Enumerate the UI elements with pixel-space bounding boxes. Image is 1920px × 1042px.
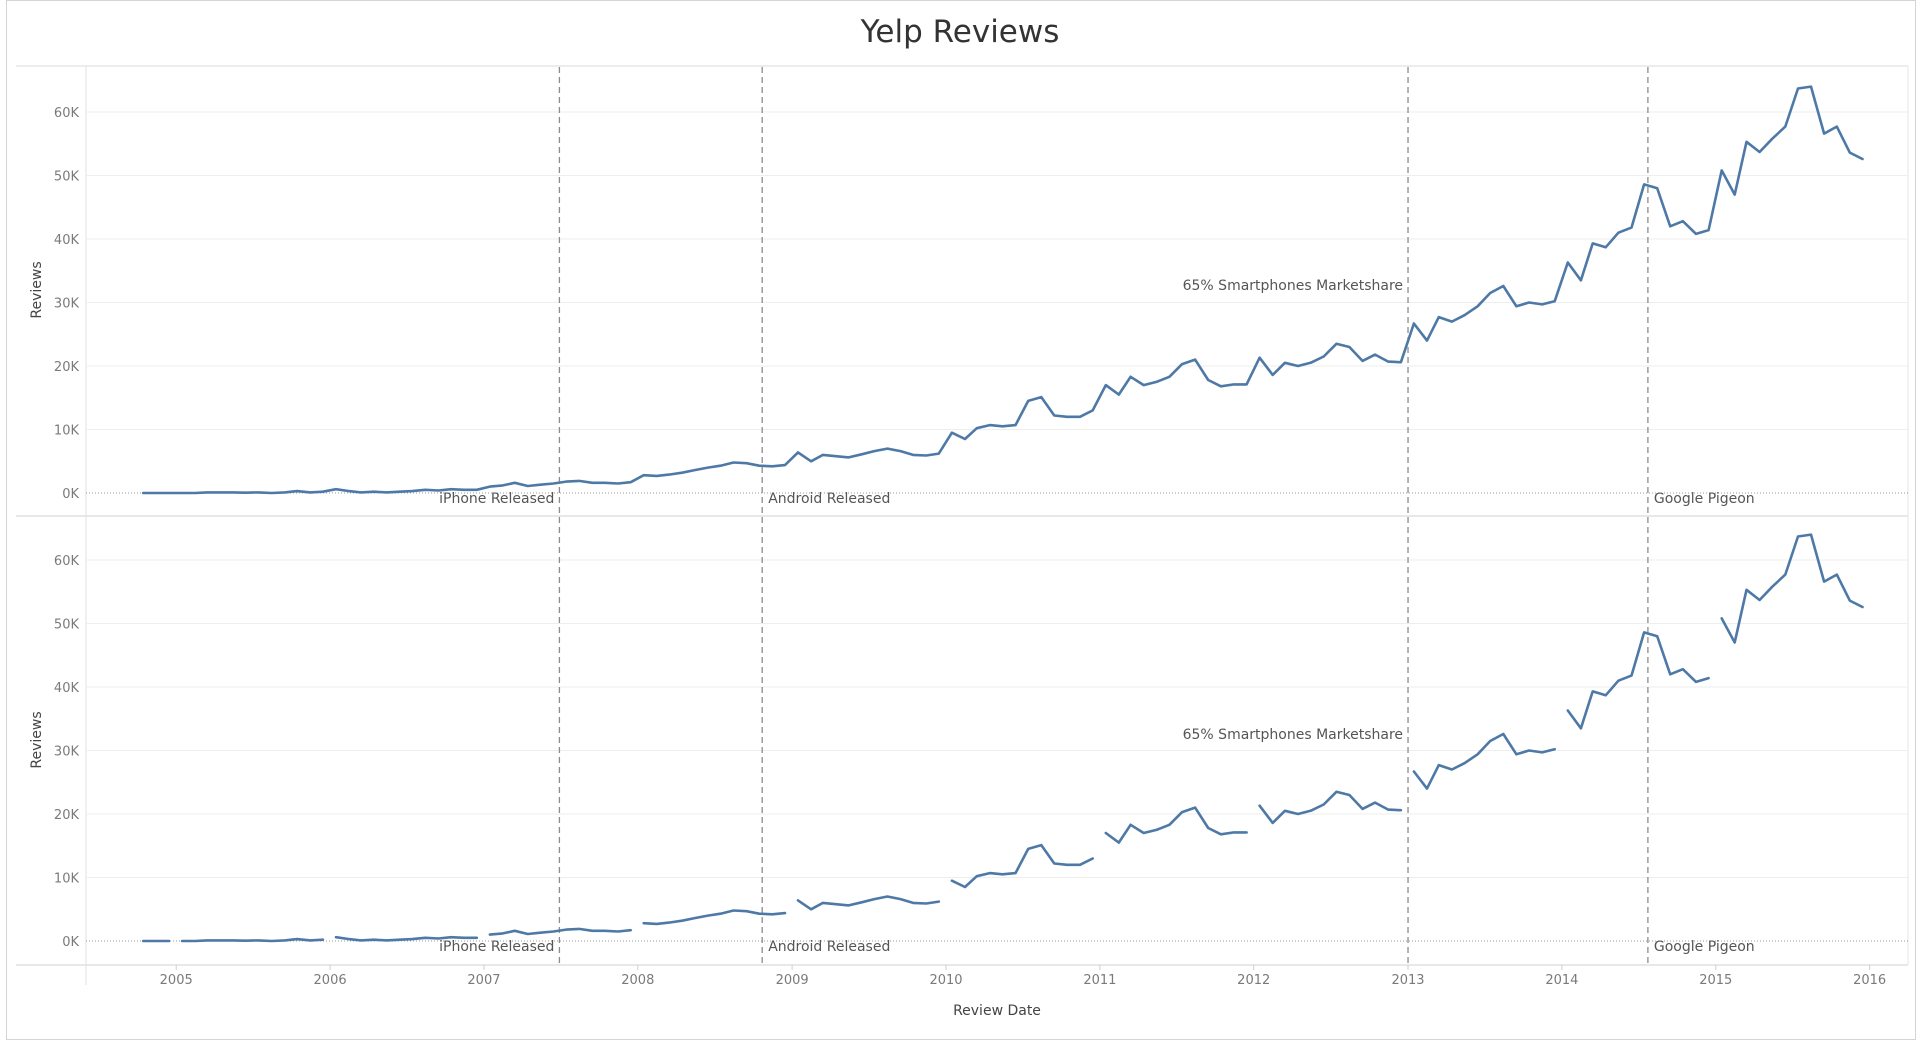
series-bottom-panel: [142, 533, 1864, 943]
series-line: [180, 937, 325, 943]
series-line: [1258, 790, 1403, 825]
series-line: [796, 895, 941, 911]
series-line: [1720, 533, 1864, 644]
x-axis: 2005 2006 2007 2008 2009 2010 2011 2012 2013 2014…: [160, 965, 1886, 988]
reference-label: Google Pigeon: [1654, 939, 1755, 955]
y-axis-label-bottom: Reviews: [29, 711, 45, 768]
series-line: [334, 935, 479, 942]
x-tick-label: 2012: [1237, 973, 1270, 988]
y-tick-label: 20K: [54, 808, 80, 823]
x-tick-label: 2005: [160, 973, 193, 988]
x-tick-label: 2013: [1391, 973, 1424, 988]
y-tick-label: 50K: [54, 618, 80, 633]
y-axis-bottom: 0K 10K 20K 30K 40K 50K 60K: [54, 554, 80, 950]
x-tick-label: 2010: [929, 973, 962, 988]
x-tick-label: 2009: [776, 973, 809, 988]
reference-label: Google Pigeon: [1654, 491, 1755, 507]
x-tick-label: 2006: [314, 973, 347, 988]
reference-lines: iPhone Released Android Released 65% Smart…: [439, 67, 1755, 964]
y-tick-label: 50K: [54, 170, 80, 185]
reference-label: iPhone Released: [439, 491, 554, 507]
x-tick-label: 2016: [1853, 973, 1886, 988]
y-tick-label: 60K: [54, 106, 80, 121]
reference-label: Android Released: [768, 939, 890, 955]
series-line: [950, 843, 1094, 889]
y-tick-label: 40K: [54, 233, 80, 248]
series-line: [642, 909, 787, 926]
x-tick-label: 2007: [467, 973, 500, 988]
reference-label: 65% Smartphones Marketshare: [1183, 278, 1403, 294]
x-tick-label: 2014: [1545, 973, 1578, 988]
chart-frame: [6, 0, 1916, 1040]
y-tick-label: 0K: [62, 935, 79, 950]
y-tick-label: 10K: [54, 872, 80, 887]
y-tick-label: 40K: [54, 681, 80, 696]
series-line: [1104, 806, 1248, 844]
reference-label: iPhone Released: [439, 939, 554, 955]
chart-title: Yelp Reviews: [860, 14, 1060, 50]
series-line: [142, 85, 1864, 495]
x-axis-label: Review Date: [953, 1003, 1041, 1019]
series-line: [1412, 732, 1556, 790]
reference-label: Android Released: [768, 491, 890, 507]
y-tick-label: 0K: [62, 487, 79, 502]
x-tick-label: 2008: [621, 973, 654, 988]
reference-label: 65% Smartphones Marketshare: [1183, 727, 1403, 743]
y-tick-label: 60K: [54, 554, 80, 569]
series-line: [488, 927, 632, 936]
chart-axes: [16, 65, 1909, 985]
grid-lines: [86, 111, 1908, 942]
y-tick-label: 20K: [54, 360, 80, 375]
y-tick-label: 30K: [54, 297, 80, 312]
y-axis-top: 0K 10K 20K 30K 40K 50K 60K: [54, 106, 80, 502]
x-tick-label: 2015: [1699, 973, 1732, 988]
series-top-panel: [142, 85, 1864, 495]
y-axis-label-top: Reviews: [29, 261, 45, 318]
y-tick-label: 10K: [54, 424, 80, 439]
series-line: [1566, 631, 1710, 730]
x-tick-label: 2011: [1083, 973, 1116, 988]
y-tick-label: 30K: [54, 745, 80, 760]
